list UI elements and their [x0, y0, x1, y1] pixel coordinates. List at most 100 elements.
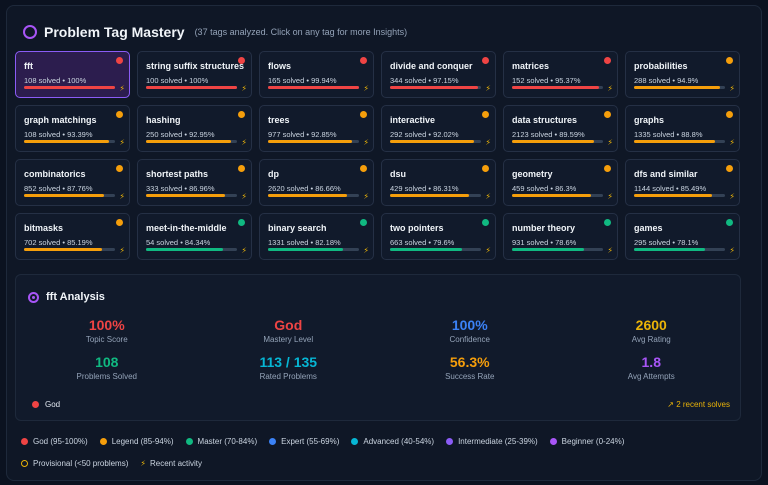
legend-label: Expert (55-69%) [281, 437, 340, 446]
level-dot [726, 165, 733, 172]
tag-card[interactable]: hashing 250 solved • 92.95% ⚡ [137, 105, 252, 152]
stat-label: Confidence [449, 335, 490, 344]
tag-meta: 663 solved • 79.6% [390, 238, 455, 247]
mastery-legend: God (95-100%) Legend (85-94%) Master (70-8… [21, 437, 636, 446]
stat-item: 56.3% Success Rate [379, 354, 561, 381]
analysis-title: fft Analysis [46, 291, 105, 303]
progress-track [390, 86, 481, 89]
level-dot [116, 165, 123, 172]
tag-card[interactable]: games 295 solved • 78.1% ⚡ [625, 213, 740, 260]
stat-value: God [274, 317, 303, 333]
level-dot [726, 111, 733, 118]
progress-fill [634, 140, 715, 143]
tag-card[interactable]: dfs and similar 1144 solved • 85.49% ⚡ [625, 159, 740, 206]
stat-item: 100% Confidence [379, 317, 561, 344]
tag-card[interactable]: trees 977 solved • 92.85% ⚡ [259, 105, 374, 152]
legend-label: Intermediate (25-39%) [458, 437, 538, 446]
legend-dot [351, 438, 359, 445]
tag-card[interactable]: data structures 2123 solved • 89.59% ⚡ [503, 105, 618, 152]
progress-fill [24, 248, 102, 251]
lightning-icon: ⚡ [241, 138, 247, 147]
legend-item: Master (70-84%) [185, 437, 257, 446]
lightning-icon: ⚡ [729, 84, 735, 93]
tag-name: probabilities [634, 61, 688, 71]
tag-card[interactable]: divide and conquer 344 solved • 97.15% ⚡ [381, 51, 496, 98]
tag-meta: 1144 solved • 85.49% [634, 184, 707, 193]
stat-item: 108 Problems Solved [16, 354, 198, 381]
lightning-icon: ⚡ [485, 192, 491, 201]
stat-item: God Mastery Level [198, 317, 380, 344]
progress-fill [390, 86, 479, 89]
tag-card[interactable]: geometry 459 solved • 86.3% ⚡ [503, 159, 618, 206]
lightning-icon: ⚡ [241, 192, 247, 201]
stat-label: Avg Rating [631, 335, 671, 344]
tag-meta: 250 solved • 92.95% [146, 130, 215, 139]
tag-card[interactable]: probabilities 288 solved • 94.9% ⚡ [625, 51, 740, 98]
legend-dot [446, 438, 454, 445]
recent-solves: ↗ 2 recent solves [667, 400, 730, 409]
legend-item: Advanced (40-54%) [351, 437, 434, 446]
tag-card[interactable]: binary search 1331 solved • 82.18% ⚡ [259, 213, 374, 260]
tag-name: interactive [390, 115, 436, 125]
target-icon [23, 25, 37, 39]
progress-track [146, 194, 237, 197]
tag-card[interactable]: graph matchings 108 solved • 93.39% ⚡ [15, 105, 130, 152]
lightning-icon: ⚡ [607, 246, 613, 255]
tag-card[interactable]: combinatorics 852 solved • 87.76% ⚡ [15, 159, 130, 206]
progress-fill [268, 194, 347, 197]
lightning-icon: ⚡ [485, 246, 491, 255]
progress-fill [390, 194, 469, 197]
stat-item: 100% Topic Score [16, 317, 198, 344]
tag-card[interactable]: string suffix structures 100 solved • 100… [137, 51, 252, 98]
legend-label: Beginner (0-24%) [561, 437, 625, 446]
tag-name: number theory [512, 223, 576, 233]
tag-card[interactable]: number theory 931 solved • 78.6% ⚡ [503, 213, 618, 260]
tag-name: geometry [512, 169, 553, 179]
progress-track [634, 140, 725, 143]
level-dot [116, 219, 123, 226]
lightning-icon: ⚡ [119, 138, 125, 147]
tag-card[interactable]: graphs 1335 solved • 88.8% ⚡ [625, 105, 740, 152]
tag-meta: 1331 solved • 82.18% [268, 238, 341, 247]
legend-item: Legend (85-94%) [99, 437, 174, 446]
tag-name: divide and conquer [390, 61, 473, 71]
tag-meta: 344 solved • 97.15% [390, 76, 459, 85]
lightning-icon: ⚡ [607, 84, 613, 93]
lightning-icon: ⚡ [485, 84, 491, 93]
tag-card[interactable]: dp 2620 solved • 86.66% ⚡ [259, 159, 374, 206]
tag-name: dp [268, 169, 279, 179]
tag-card[interactable]: meet-in-the-middle 54 solved • 84.34% ⚡ [137, 213, 252, 260]
tag-card[interactable]: bitmasks 702 solved • 85.19% ⚡ [15, 213, 130, 260]
level-dot [482, 57, 489, 64]
level-dot [360, 57, 367, 64]
tag-card[interactable]: interactive 292 solved • 92.02% ⚡ [381, 105, 496, 152]
tag-card[interactable]: fft 108 solved • 100% ⚡ [15, 51, 130, 98]
tag-meta: 165 solved • 99.94% [268, 76, 337, 85]
level-dot [604, 57, 611, 64]
tag-meta: 108 solved • 93.39% [24, 130, 93, 139]
stat-label: Topic Score [85, 335, 128, 344]
progress-fill [146, 86, 237, 89]
tag-card[interactable]: flows 165 solved • 99.94% ⚡ [259, 51, 374, 98]
tag-card[interactable]: shortest paths 333 solved • 86.96% ⚡ [137, 159, 252, 206]
legend-label: God (95-100%) [33, 437, 88, 446]
tag-meta: 852 solved • 87.76% [24, 184, 93, 193]
progress-track [268, 86, 359, 89]
page-title: Problem Tag Mastery [44, 24, 185, 40]
stat-item: 113 / 135 Rated Problems [198, 354, 380, 381]
lightning-icon: ⚡ [363, 84, 369, 93]
lightning-icon: ⚡ [241, 246, 247, 255]
tag-card[interactable]: matrices 152 solved • 95.37% ⚡ [503, 51, 618, 98]
tag-card[interactable]: two pointers 663 solved • 79.6% ⚡ [381, 213, 496, 260]
tag-card[interactable]: dsu 429 solved • 86.31% ⚡ [381, 159, 496, 206]
progress-track [634, 86, 725, 89]
progress-track [146, 140, 237, 143]
stat-label: Mastery Level [263, 335, 314, 344]
level-dot [238, 111, 245, 118]
progress-track [390, 248, 481, 251]
progress-fill [634, 86, 721, 89]
mastery-level-label: God [45, 400, 61, 409]
stat-value: 113 / 135 [259, 354, 318, 370]
tag-name: meet-in-the-middle [146, 223, 227, 233]
progress-track [268, 140, 359, 143]
